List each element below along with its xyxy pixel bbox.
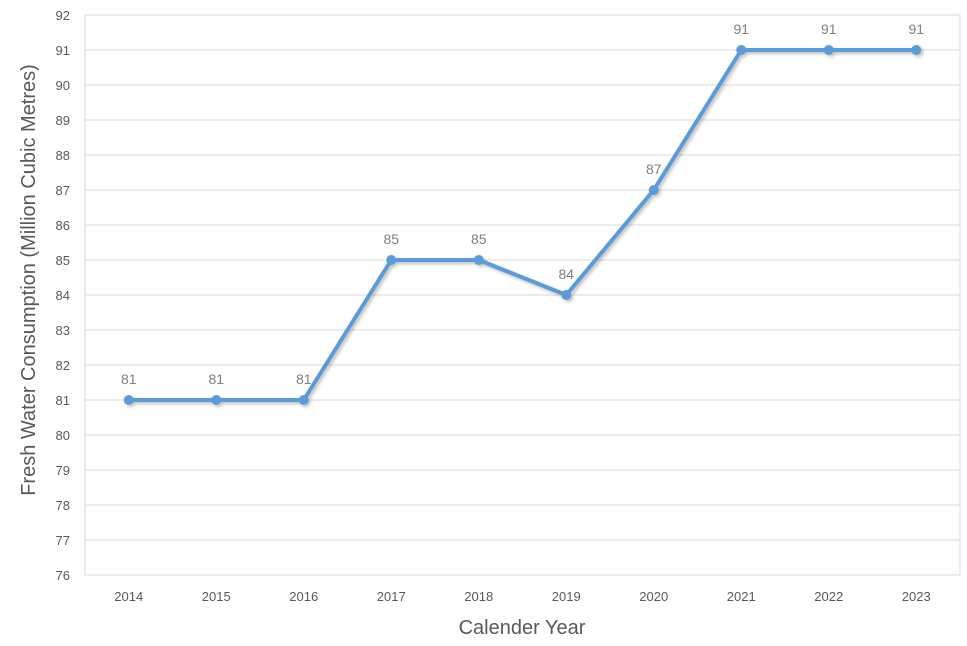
x-tick-label: 2017 (377, 589, 406, 604)
x-tick-label: 2018 (464, 589, 493, 604)
data-point (561, 290, 572, 300)
x-tick-label: 2023 (902, 589, 931, 604)
y-tick-label: 79 (56, 463, 70, 478)
data-label: 91 (908, 21, 924, 37)
y-tick-label: 89 (56, 113, 70, 128)
y-axis-ticks: 76 77 78 79 80 81 82 83 84 85 86 87 88 89 90 91 92 (56, 8, 70, 583)
x-tick-label: 2019 (552, 589, 581, 604)
data-point (386, 255, 397, 265)
y-tick-label: 77 (56, 533, 70, 548)
y-tick-label: 76 (56, 568, 70, 583)
y-tick-label: 84 (56, 288, 70, 303)
data-label: 81 (296, 371, 312, 387)
y-tick-label: 80 (56, 428, 70, 443)
data-label: 84 (558, 266, 574, 282)
y-tick-label: 90 (56, 78, 70, 93)
x-tick-label: 2021 (727, 589, 756, 604)
series-line (126, 48, 919, 402)
y-tick-label: 83 (56, 323, 70, 338)
y-tick-label: 78 (56, 498, 70, 513)
x-tick-label: 2020 (639, 589, 668, 604)
x-tick-label: 2016 (289, 589, 318, 604)
plot-area-border (84, 14, 961, 576)
data-label: 81 (121, 371, 137, 387)
x-tick-label: 2015 (202, 589, 231, 604)
x-axis-ticks: 2014 2015 2016 2017 2018 2019 2020 2021 2022 2023 (114, 589, 930, 604)
data-label: 85 (383, 231, 399, 247)
data-label: 87 (646, 161, 662, 177)
data-point (211, 395, 222, 405)
data-label: 81 (208, 371, 224, 387)
y-tick-label: 85 (56, 253, 70, 268)
y-tick-label: 91 (56, 43, 70, 58)
y-tick-label: 86 (56, 218, 70, 233)
data-point (123, 395, 134, 405)
y-tick-label: 88 (56, 148, 70, 163)
data-point (298, 395, 309, 405)
data-labels: 81 81 81 85 85 84 87 91 91 91 (121, 21, 924, 387)
y-tick-label: 81 (56, 393, 70, 408)
series-group (123, 45, 922, 405)
x-axis-title: Calender Year (459, 617, 586, 639)
y-tick-label: 87 (56, 183, 70, 198)
y-tick-label: 82 (56, 358, 70, 373)
data-point (648, 185, 659, 195)
y-tick-label: 92 (56, 8, 70, 23)
gridlines (85, 14, 960, 576)
data-point (911, 45, 922, 55)
data-label: 91 (733, 21, 749, 37)
y-axis-title: Fresh Water Consumption (Million Cubic M… (18, 64, 40, 496)
data-point (823, 45, 834, 55)
data-point (473, 255, 484, 265)
x-tick-label: 2014 (114, 589, 143, 604)
data-label: 85 (471, 231, 487, 247)
data-point (736, 45, 747, 55)
x-tick-label: 2022 (814, 589, 843, 604)
data-label: 91 (821, 21, 837, 37)
